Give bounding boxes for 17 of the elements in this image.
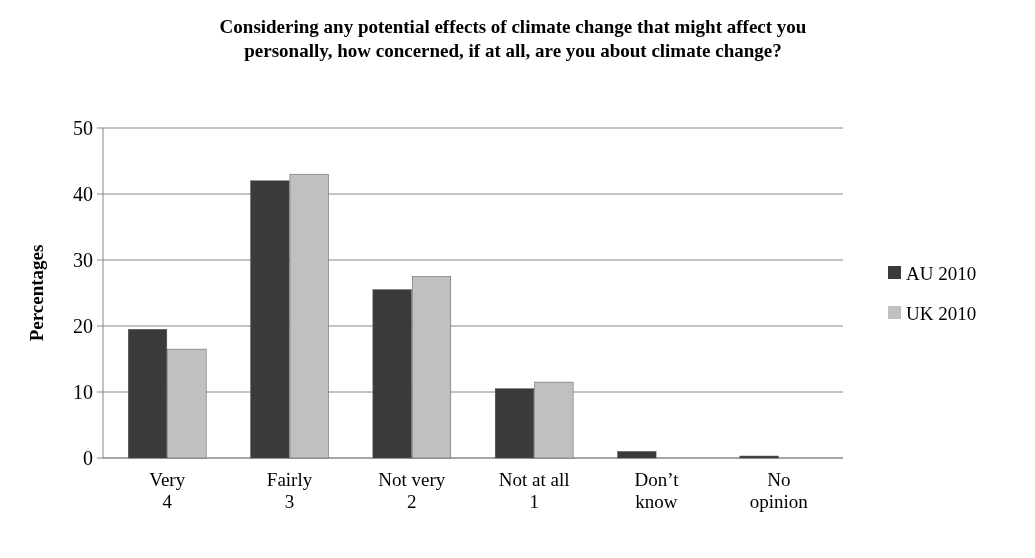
y-tick-label: 30 bbox=[73, 249, 93, 271]
y-tick-label: 20 bbox=[73, 315, 93, 337]
x-tick-label: Fairly 3 bbox=[266, 469, 313, 512]
x-tick-label: Don’t know bbox=[634, 469, 680, 512]
y-axis-title: Percentages bbox=[26, 244, 47, 342]
x-tick-label: Not very 2 bbox=[378, 469, 446, 512]
y-tick-label: 10 bbox=[73, 381, 93, 403]
bar bbox=[617, 451, 657, 459]
x-tick-label: Very 4 bbox=[149, 469, 186, 512]
legend-label: UK 2010 bbox=[906, 302, 977, 324]
chart-title: Considering any potential effects of climate change that might affect you personally, how concerned, if at all, are you about climate change? bbox=[219, 16, 807, 61]
x-tick-label: No opinion bbox=[749, 469, 809, 512]
y-tick-label: 40 bbox=[73, 183, 93, 205]
legend-label: AU 2010 bbox=[906, 262, 977, 284]
y-tick-label: 0 bbox=[83, 447, 93, 469]
x-tick-label: Not at all 1 bbox=[498, 469, 570, 512]
y-tick-label: 50 bbox=[73, 117, 93, 139]
